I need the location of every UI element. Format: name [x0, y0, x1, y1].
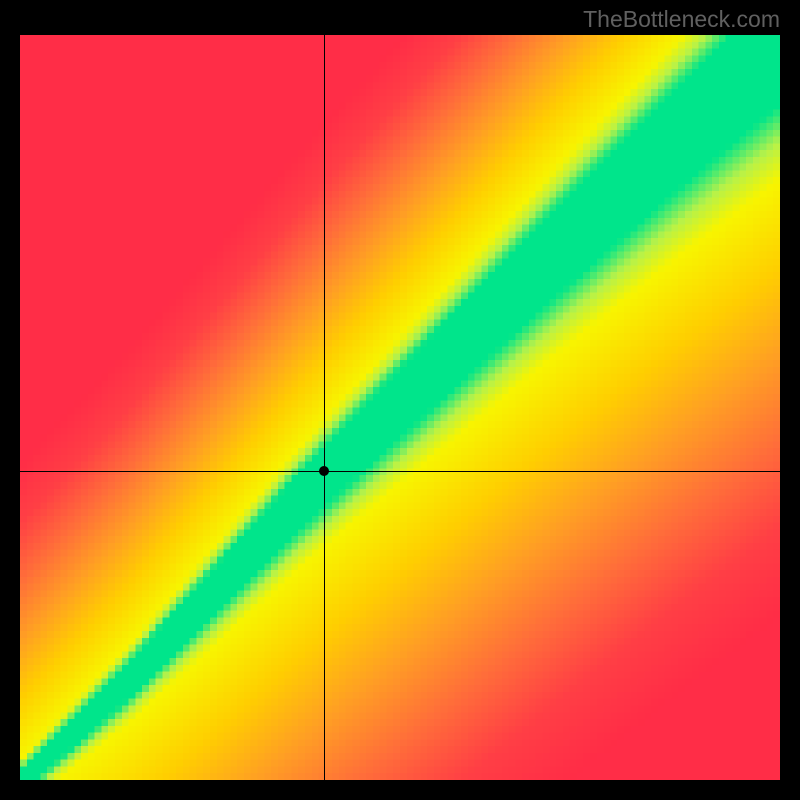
heatmap-plot: [20, 35, 780, 780]
watermark-text: TheBottleneck.com: [583, 6, 780, 33]
chart-container: TheBottleneck.com: [0, 0, 800, 800]
heatmap-canvas: [20, 35, 780, 780]
